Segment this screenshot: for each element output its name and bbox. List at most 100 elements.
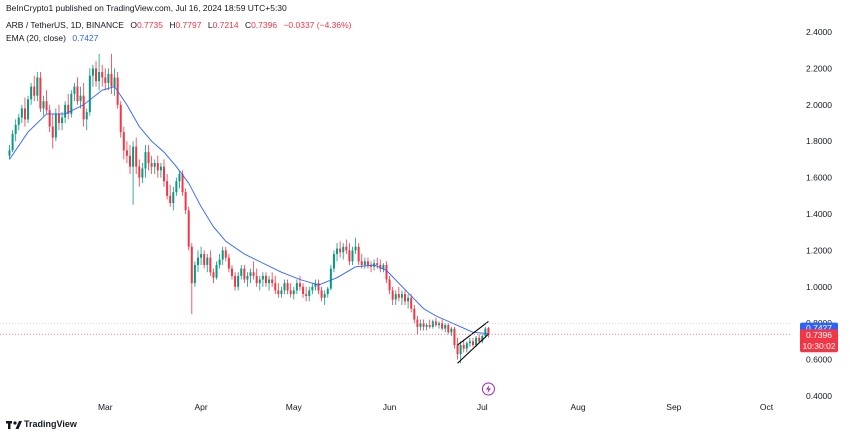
- candle-body: [379, 264, 382, 269]
- candle-body: [138, 166, 141, 178]
- low-value: 0.7214: [212, 20, 239, 30]
- wedge-trendline: [457, 333, 489, 364]
- candle-body: [320, 290, 323, 298]
- symbol-label[interactable]: ARB / TetherUS, 1D, BINANCE: [6, 20, 124, 30]
- candle-body: [292, 290, 295, 295]
- candle-body: [376, 263, 379, 265]
- candle-body: [404, 294, 407, 302]
- candle-body: [8, 150, 11, 156]
- candle-body: [425, 325, 428, 327]
- candle-body: [42, 101, 45, 109]
- candle-body: [101, 72, 104, 78]
- candle-body: [354, 246, 357, 251]
- ohlc-legend: ARB / TetherUS, 1D, BINANCE O0.7735 H0.7…: [6, 20, 352, 30]
- candle-body: [98, 72, 101, 82]
- candle-body: [419, 323, 422, 327]
- candle-body: [215, 264, 218, 278]
- candle-body: [203, 254, 206, 265]
- candle-body: [370, 264, 373, 267]
- candle-body: [339, 248, 342, 253]
- candle-body: [45, 101, 48, 111]
- candle-body: [156, 163, 159, 171]
- x-tick-label: Jul: [477, 402, 488, 412]
- candle-body: [441, 323, 444, 329]
- candle-body: [329, 268, 332, 289]
- y-tick-label: 2.2000: [806, 63, 832, 73]
- pattern-layer: [457, 320, 489, 364]
- candle-body: [224, 250, 227, 258]
- candle-body: [30, 86, 33, 100]
- candle-body: [410, 297, 413, 309]
- candle-body: [190, 246, 193, 284]
- x-tick-label: May: [286, 402, 303, 412]
- candle-body: [95, 68, 98, 82]
- candle-body: [385, 264, 388, 280]
- candle-body: [181, 173, 184, 193]
- candle-body: [17, 117, 20, 125]
- candle-body: [129, 155, 132, 167]
- candle-body: [119, 104, 122, 133]
- candle-body: [317, 283, 320, 291]
- candle-body: [462, 345, 465, 349]
- candle-body: [280, 290, 283, 295]
- candle-body: [351, 250, 354, 262]
- y-tick-label: 2.4000: [806, 27, 832, 37]
- candle-body: [465, 343, 468, 349]
- flash-bolt: [485, 385, 491, 393]
- candle-body: [459, 345, 462, 355]
- high-value: 0.7797: [175, 20, 202, 30]
- candle-body: [326, 288, 329, 295]
- candle-body: [48, 110, 51, 127]
- candle-body: [314, 283, 317, 287]
- candle-body: [20, 108, 23, 118]
- candle-body: [407, 297, 410, 302]
- y-tick-label: 1.2000: [806, 245, 832, 255]
- candle-body: [323, 294, 326, 298]
- candle-body: [57, 113, 60, 123]
- candle-body: [363, 261, 366, 265]
- candle-body: [308, 290, 311, 296]
- candle-body: [366, 261, 369, 265]
- y-tick-label: 1.4000: [806, 209, 832, 219]
- candle-body: [166, 181, 169, 196]
- candle-body: [206, 257, 209, 265]
- candle-body: [209, 257, 212, 273]
- ema-value: 0.7427: [72, 33, 99, 43]
- candle-body: [391, 290, 394, 300]
- y-tick-label: 0.6000: [806, 355, 832, 365]
- candle-body: [342, 246, 345, 253]
- candle-body: [79, 95, 82, 102]
- candle-body: [268, 279, 271, 284]
- candle-body: [311, 286, 314, 291]
- ema-label[interactable]: EMA (20, close): [6, 33, 66, 43]
- candle-body: [305, 294, 308, 296]
- candle-body: [295, 283, 298, 291]
- candle-body: [200, 254, 203, 258]
- candle-body: [153, 163, 156, 167]
- ema-price-tag-text: 0.7427: [806, 323, 832, 333]
- wedge-trendline: [457, 320, 489, 346]
- candle-body: [178, 173, 181, 182]
- candle-body: [428, 325, 431, 327]
- candle-body: [255, 275, 258, 284]
- candle-body: [135, 146, 138, 167]
- candle-body: [302, 286, 305, 295]
- tradingview-brand[interactable]: TradingView: [6, 419, 77, 430]
- candle-body: [218, 259, 221, 265]
- candle-body: [51, 126, 54, 138]
- candle-body: [172, 192, 175, 204]
- candle-body: [271, 279, 274, 284]
- candle-body: [438, 323, 441, 326]
- x-tick-label: Apr: [194, 402, 207, 412]
- candle-body: [348, 250, 351, 262]
- ema-legend: EMA (20, close) 0.7427: [6, 33, 98, 43]
- candle-body: [413, 308, 416, 320]
- y-tick-label: 1.8000: [806, 136, 832, 146]
- published-caption: BeInCrypto1 published on TradingView.com…: [6, 3, 287, 13]
- candle-body: [298, 283, 301, 287]
- ema-line: [9, 86, 489, 335]
- candle-body: [107, 73, 110, 83]
- candle-body: [240, 268, 243, 276]
- candle-body: [447, 325, 450, 333]
